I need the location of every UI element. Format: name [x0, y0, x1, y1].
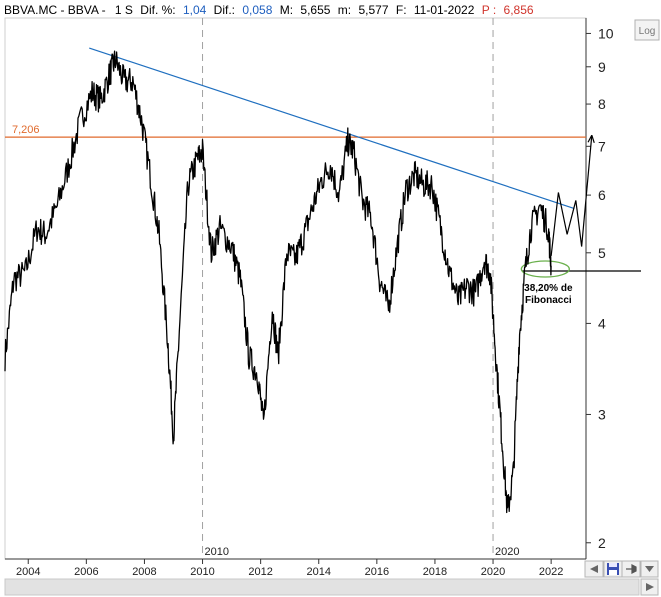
scroll-bar-controls: [4, 560, 659, 596]
x-tick-label: 2014: [306, 566, 330, 578]
fibonacci-label: 38,20% de Fibonacci: [524, 283, 573, 306]
pin-icon: [626, 564, 637, 574]
x-tick-label: 2004: [16, 566, 40, 578]
x-tick-label: 2016: [365, 566, 389, 578]
year-marker-label: 2020: [495, 546, 519, 558]
price-label: P :: [482, 3, 496, 17]
y-axis-ticks: 2 3 4 5 6 7 8 9 10: [586, 25, 614, 551]
scroll-up-button[interactable]: [640, 560, 659, 578]
x-tick-label: 2022: [539, 566, 563, 578]
log-toggle-label: Log: [639, 26, 656, 37]
svg-text:BBVA.MC - BBVA - 1 S: BBVA.MC - BBVA - 1 S Dif. %: 1,04 Dif.: …: [4, 3, 534, 17]
fibonacci-ellipse: [520, 260, 570, 278]
scroll-right-button[interactable]: [640, 578, 659, 596]
y-tick-label: 3: [598, 406, 606, 422]
arrow-down-icon: [645, 566, 654, 572]
y-tick-label: 9: [598, 59, 606, 75]
dif-pct-label: Dif. %:: [140, 3, 175, 17]
year-markers: 2010 2020: [202, 18, 520, 559]
y-tick-label: 10: [598, 25, 614, 41]
y-tick-label: 6: [598, 187, 606, 203]
scroll-left-button[interactable]: [584, 560, 604, 578]
resistance-label: 7,206: [12, 124, 40, 136]
y-tick-label: 5: [598, 245, 606, 261]
dif-pct-value: 1,04: [183, 3, 207, 17]
arrow-left-icon: [590, 565, 598, 573]
projected-path: [550, 135, 593, 257]
price-value: 6,856: [504, 3, 534, 17]
x-tick-label: 2008: [132, 566, 156, 578]
price-line: [4, 50, 552, 514]
save-button[interactable]: [603, 560, 623, 578]
min-label: m:: [338, 3, 351, 17]
max-value: 5,655: [300, 3, 330, 17]
horizontal-scrollbar[interactable]: [4, 578, 640, 596]
pin-button[interactable]: [621, 560, 641, 578]
dif-label: Dif.:: [214, 3, 235, 17]
x-tick-label: 2006: [74, 566, 98, 578]
period-label: 1 S: [115, 3, 133, 17]
downtrend-line: [89, 47, 575, 210]
x-tick-label: 2012: [248, 566, 272, 578]
y-tick-label: 8: [598, 96, 606, 112]
symbol-label: BBVA.MC - BBVA -: [4, 3, 106, 17]
year-marker-label: 2010: [205, 546, 229, 558]
x-tick-label: 2018: [423, 566, 447, 578]
date-label: F:: [396, 3, 407, 17]
chart-header: BBVA.MC - BBVA - 1 S Dif. %: 1,04 Dif.: …: [4, 3, 534, 17]
y-tick-label: 2: [598, 535, 606, 551]
x-tick-label: 2020: [481, 566, 505, 578]
date-value: 11-01-2022: [414, 3, 475, 17]
arrow-right-icon: [646, 583, 654, 591]
floppy-disk-icon: [607, 563, 619, 575]
y-tick-label: 7: [598, 138, 606, 154]
log-scale-toggle[interactable]: Log: [634, 19, 660, 41]
max-label: M:: [280, 3, 293, 17]
price-series: [4, 50, 552, 514]
x-axis-ticks: 2004 2006 2008 2010 2012 2014 2016 2018 2020 2022: [16, 559, 563, 578]
min-value: 5,577: [358, 3, 388, 17]
annotations: 7,206 38,20% de Fibonacci: [5, 47, 641, 306]
x-tick-label: 2010: [190, 566, 214, 578]
y-tick-label: 4: [598, 315, 606, 331]
projection-arrowhead: [587, 134, 595, 144]
dif-value: 0,058: [242, 3, 272, 17]
